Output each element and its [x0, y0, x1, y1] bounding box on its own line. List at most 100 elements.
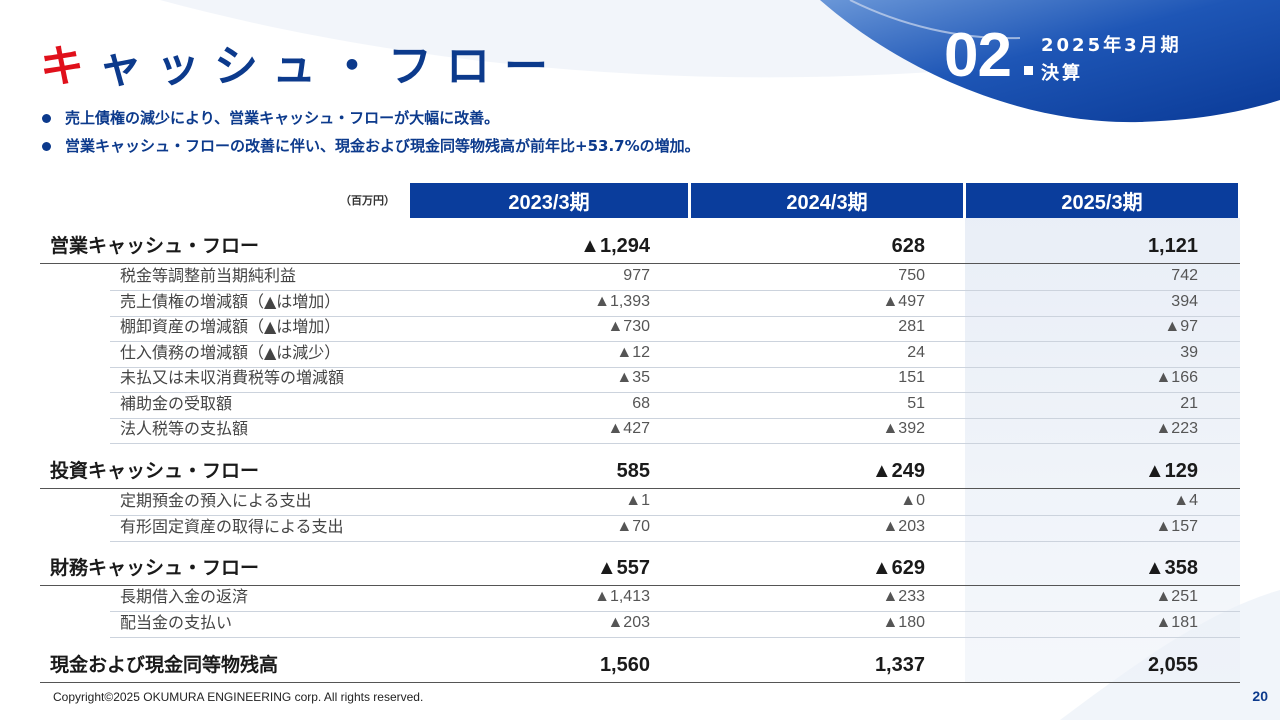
- section-label-line2: 決算: [1041, 63, 1083, 84]
- table-row: 税金等調整前当期純利益 977 750 742: [40, 263, 1240, 288]
- row-value-2023: ▲12: [616, 344, 650, 361]
- page-title: キャッシュ・フロー: [40, 41, 562, 92]
- table-section-row: 現金および現金同等物残高 1,560 1,337 2,055: [40, 650, 1240, 680]
- row-value-2023: ▲35: [616, 369, 650, 386]
- row-divider: [110, 316, 1240, 317]
- table-row: 補助金の受取額 68 51 21: [40, 391, 1240, 416]
- current-year-column-highlight: [965, 218, 1240, 682]
- row-value-2025: 1,121: [1147, 235, 1198, 257]
- row-value-2024: ▲203: [882, 518, 925, 535]
- row-value-2023: 1,560: [599, 654, 650, 676]
- page-number: 20: [1252, 688, 1268, 704]
- row-value-2024: 51: [907, 395, 925, 412]
- row-value-2025: ▲4: [1173, 492, 1198, 509]
- row-divider: [110, 418, 1240, 419]
- row-divider: [110, 637, 1240, 638]
- row-value-2024: 281: [898, 318, 925, 335]
- row-label: 補助金の受取額: [120, 394, 233, 413]
- row-label: 投資キャッシュ・フロー: [50, 460, 260, 482]
- row-value-2023: 585: [616, 460, 650, 482]
- row-value-2023: ▲70: [616, 518, 650, 535]
- section-dot: [1024, 66, 1033, 75]
- row-value-2023: ▲1,294: [580, 235, 650, 257]
- row-divider: [110, 443, 1240, 444]
- row-value-2023: ▲730: [607, 318, 650, 335]
- table-row: 法人税等の支払額 ▲427 ▲392 ▲223: [40, 416, 1240, 441]
- section-divider: [40, 585, 1240, 586]
- table-section-row: 営業キャッシュ・フロー ▲1,294 628 1,121: [40, 231, 1240, 261]
- row-value-2023: ▲203: [607, 614, 650, 631]
- section-number: 02: [944, 21, 1012, 90]
- row-value-2025: ▲129: [1144, 460, 1198, 482]
- table-section-row: 投資キャッシュ・フロー 585 ▲249 ▲129: [40, 456, 1240, 486]
- row-value-2025: 742: [1171, 267, 1198, 284]
- row-label: 仕入債務の増減額（▲は減少）: [120, 343, 341, 362]
- row-label: 営業キャッシュ・フロー: [50, 235, 260, 257]
- row-value-2024: 24: [907, 344, 925, 361]
- section-divider: [40, 263, 1240, 264]
- row-value-2024: 628: [891, 235, 925, 257]
- bullet-dot-icon: [42, 113, 51, 123]
- table-row: 未払又は未収消費税等の増減額 ▲35 151 ▲166: [40, 365, 1240, 390]
- table-section-row: 財務キャッシュ・フロー ▲557 ▲629 ▲358: [40, 553, 1240, 583]
- row-label: 長期借入金の返済: [120, 587, 249, 606]
- row-value-2025: ▲181: [1155, 614, 1198, 631]
- row-divider: [110, 541, 1240, 542]
- row-value-2023: ▲557: [596, 557, 650, 579]
- row-value-2025: 21: [1180, 395, 1198, 412]
- row-divider: [110, 392, 1240, 393]
- table-row: 配当金の支払い ▲203 ▲180 ▲181: [40, 610, 1240, 635]
- row-value-2024: ▲233: [882, 588, 925, 605]
- section-divider: [40, 488, 1240, 489]
- row-value-2023: 977: [623, 267, 650, 284]
- table-row: 定期預金の預入による支出 ▲1 ▲0 ▲4: [40, 488, 1240, 513]
- copyright-footer: Copyright©2025 OKUMURA ENGINEERING corp.…: [53, 690, 424, 704]
- row-value-2025: 39: [1180, 344, 1198, 361]
- section-label-line1: 2025年3月期: [1041, 35, 1182, 56]
- row-value-2025: 394: [1171, 293, 1198, 310]
- table-row: 有形固定資産の取得による支出 ▲70 ▲203 ▲157: [40, 514, 1240, 539]
- bullet-item: 売上債権の減少により、営業キャッシュ・フローが大幅に改善。: [40, 104, 700, 132]
- row-value-2024: ▲629: [871, 557, 925, 579]
- row-value-2024: 750: [898, 267, 925, 284]
- bullet-item: 営業キャッシュ・フローの改善に伴い、現金および現金同等物残高が前年比+53.7%…: [40, 132, 700, 160]
- row-value-2025: ▲166: [1155, 369, 1198, 386]
- section-label: 2025年3月期 決算: [1041, 32, 1182, 88]
- table-row: 売上債権の増減額（▲は増加） ▲1,393 ▲497 394: [40, 289, 1240, 314]
- row-label: 法人税等の支払額: [120, 419, 249, 438]
- row-label: 財務キャッシュ・フロー: [50, 557, 260, 579]
- row-label: 売上債権の増減額（▲は増加）: [120, 292, 341, 311]
- row-label: 配当金の支払い: [120, 613, 233, 632]
- row-label: 税金等調整前当期純利益: [120, 266, 297, 285]
- row-value-2023: ▲427: [607, 420, 650, 437]
- row-divider: [110, 611, 1240, 612]
- row-divider: [110, 367, 1240, 368]
- row-value-2025: 2,055: [1147, 654, 1198, 676]
- row-divider: [110, 515, 1240, 516]
- row-value-2023: ▲1,413: [594, 588, 650, 605]
- column-header-2025: 2025/3期: [966, 183, 1238, 218]
- row-value-2023: ▲1,393: [594, 293, 650, 310]
- table-row: 長期借入金の返済 ▲1,413 ▲233 ▲251: [40, 584, 1240, 609]
- row-value-2023: 68: [632, 395, 650, 412]
- row-value-2025: ▲251: [1155, 588, 1198, 605]
- summary-bullets: 売上債権の減少により、営業キャッシュ・フローが大幅に改善。 営業キャッシュ・フロ…: [40, 104, 700, 160]
- row-value-2025: ▲157: [1155, 518, 1198, 535]
- row-value-2024: 1,337: [874, 654, 925, 676]
- column-header-2024: 2024/3期: [691, 183, 963, 218]
- row-divider: [110, 290, 1240, 291]
- row-value-2024: ▲249: [871, 460, 925, 482]
- row-value-2024: ▲392: [882, 420, 925, 437]
- row-label: 現金および現金同等物残高: [50, 654, 279, 676]
- table-row: 仕入債務の増減額（▲は減少） ▲12 24 39: [40, 340, 1240, 365]
- row-divider: [110, 341, 1240, 342]
- row-label: 有形固定資産の取得による支出: [120, 517, 344, 536]
- row-value-2024: ▲180: [882, 614, 925, 631]
- row-value-2025: ▲358: [1144, 557, 1198, 579]
- unit-label: （百万円）: [340, 194, 395, 207]
- row-label: 棚卸資産の増減額（▲は増加）: [120, 317, 341, 336]
- row-value-2023: ▲1: [625, 492, 650, 509]
- row-label: 定期預金の預入による支出: [120, 491, 312, 510]
- bullet-dot-icon: [42, 141, 51, 151]
- row-label: 未払又は未収消費税等の増減額: [120, 368, 345, 387]
